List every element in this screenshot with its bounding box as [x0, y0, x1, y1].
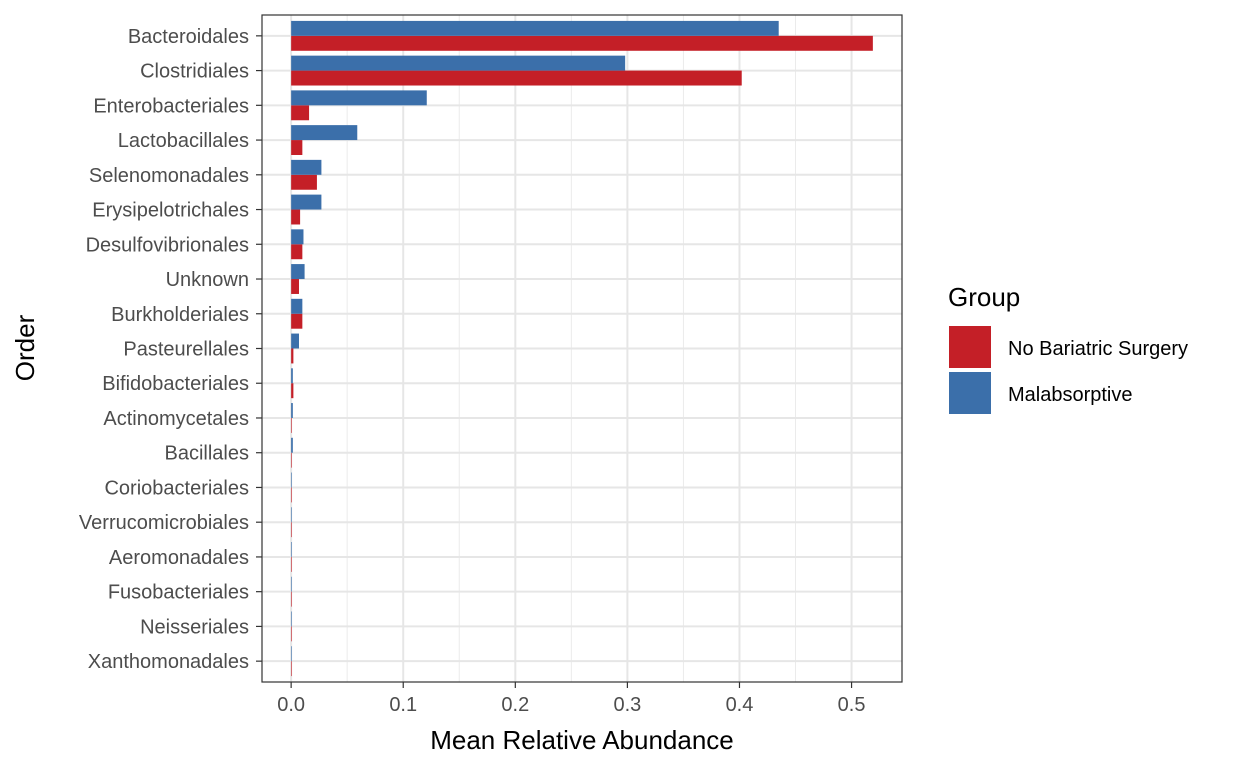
y-tick-label-enterobacteriales: Enterobacteriales: [93, 95, 249, 117]
bar-no-bariatric-surgery-bifidobacteriales: [291, 383, 294, 399]
bar-malabsorptive-pasteurellales: [291, 333, 299, 349]
x-tick-label: 0.5: [838, 694, 866, 716]
y-tick-label-coriobacteriales: Coriobacteriales: [104, 477, 249, 499]
bar-no-bariatric-surgery-erysipelotrichales: [291, 209, 301, 225]
x-tick-label: 0.4: [726, 694, 754, 716]
y-tick-label-bifidobacteriales: Bifidobacteriales: [102, 373, 249, 395]
bar-no-bariatric-surgery-pasteurellales: [291, 348, 294, 364]
bar-no-bariatric-surgery-unknown: [291, 279, 299, 294]
bar-no-bariatric-surgery-xanthomonadales: [291, 661, 292, 677]
legend-title: Group: [948, 282, 1020, 312]
y-tick-label-burkholderiales: Burkholderiales: [111, 304, 249, 326]
y-tick-label-clostridiales: Clostridiales: [140, 61, 249, 83]
x-axis-title: Mean Relative Abundance: [430, 725, 734, 755]
bars: [291, 20, 873, 677]
bar-malabsorptive-desulfovibrionales: [291, 229, 304, 245]
y-tick-label-unknown: Unknown: [166, 269, 249, 291]
y-axis: Bacteroidales Clostridiales Enterobacteria…: [79, 26, 262, 673]
x-tick-label: 0.1: [389, 694, 417, 716]
y-tick-label-bacillales: Bacillales: [165, 443, 249, 465]
x-tick-label: 0.2: [501, 694, 529, 716]
x-tick-label: 0.0: [277, 694, 305, 716]
bar-malabsorptive-neisseriales: [291, 611, 292, 627]
bar-malabsorptive-clostridiales: [291, 55, 626, 71]
bar-no-bariatric-surgery-verrucomicrobiales: [291, 522, 292, 538]
bar-malabsorptive-fusobacteriales: [291, 576, 292, 592]
bar-malabsorptive-actinomycetales: [291, 403, 293, 418]
y-tick-label-lactobacillales: Lactobacillales: [118, 130, 249, 152]
bar-no-bariatric-surgery-neisseriales: [291, 626, 292, 642]
bar-no-bariatric-surgery-lactobacillales: [291, 140, 303, 156]
bar-no-bariatric-surgery-desulfovibrionales: [291, 244, 303, 260]
legend-swatch-malabsorptive: [949, 372, 991, 414]
y-tick-label-desulfovibrionales: Desulfovibrionales: [86, 234, 249, 256]
bar-malabsorptive-bacteroidales: [291, 20, 779, 36]
y-tick-label-selenomonadales: Selenomonadales: [89, 165, 249, 187]
y-tick-label-neisseriales: Neisseriales: [140, 616, 249, 638]
bar-malabsorptive-aeromonadales: [291, 541, 292, 557]
x-tick-label: 0.3: [613, 694, 641, 716]
y-tick-label-fusobacteriales: Fusobacteriales: [108, 582, 249, 604]
bar-malabsorptive-xanthomonadales: [291, 646, 292, 662]
bar-no-bariatric-surgery-enterobacteriales: [291, 105, 310, 121]
bar-no-bariatric-surgery-fusobacteriales: [291, 591, 292, 607]
bar-no-bariatric-surgery-burkholderiales: [291, 313, 303, 329]
legend-label-malabsorptive: Malabsorptive: [1008, 384, 1133, 406]
y-axis-title: Order: [10, 314, 40, 381]
bar-malabsorptive-bacillales: [291, 437, 293, 453]
y-tick-label-aeromonadales: Aeromonadales: [109, 547, 249, 569]
bar-malabsorptive-verrucomicrobiales: [291, 507, 292, 523]
bar-no-bariatric-surgery-bacillales: [291, 452, 292, 468]
bar-no-bariatric-surgery-bacteroidales: [291, 35, 873, 51]
bar-malabsorptive-unknown: [291, 264, 305, 280]
bar-no-bariatric-surgery-aeromonadales: [291, 556, 292, 572]
legend: Group No Bariatric Surgery Malabsorptive: [948, 282, 1188, 414]
y-tick-label-pasteurellales: Pasteurellales: [123, 339, 249, 361]
bar-malabsorptive-selenomonadales: [291, 159, 322, 175]
legend-swatch-no-bariatric-surgery: [949, 326, 991, 368]
bar-no-bariatric-surgery-selenomonadales: [291, 174, 317, 190]
y-tick-label-verrucomicrobiales: Verrucomicrobiales: [79, 512, 249, 534]
bar-malabsorptive-enterobacteriales: [291, 90, 427, 106]
y-tick-label-actinomycetales: Actinomycetales: [103, 408, 249, 430]
bar-malabsorptive-erysipelotrichales: [291, 194, 322, 210]
bar-malabsorptive-bifidobacteriales: [291, 368, 293, 384]
bar-malabsorptive-lactobacillales: [291, 125, 358, 141]
y-tick-label-bacteroidales: Bacteroidales: [128, 26, 249, 48]
bar-malabsorptive-burkholderiales: [291, 298, 303, 314]
bar-no-bariatric-surgery-actinomycetales: [291, 417, 292, 433]
bar-malabsorptive-coriobacteriales: [291, 472, 292, 488]
bar-no-bariatric-surgery-coriobacteriales: [291, 487, 292, 503]
x-axis: 0.0 0.1 0.2 0.3 0.4 0.5: [277, 682, 865, 716]
legend-label-no-bariatric-surgery: No Bariatric Surgery: [1008, 338, 1188, 360]
grid-lines: [262, 15, 902, 682]
y-tick-label-xanthomonadales: Xanthomonadales: [88, 651, 249, 673]
bar-no-bariatric-surgery-clostridiales: [291, 70, 742, 86]
y-tick-label-erysipelotrichales: Erysipelotrichales: [92, 200, 249, 222]
